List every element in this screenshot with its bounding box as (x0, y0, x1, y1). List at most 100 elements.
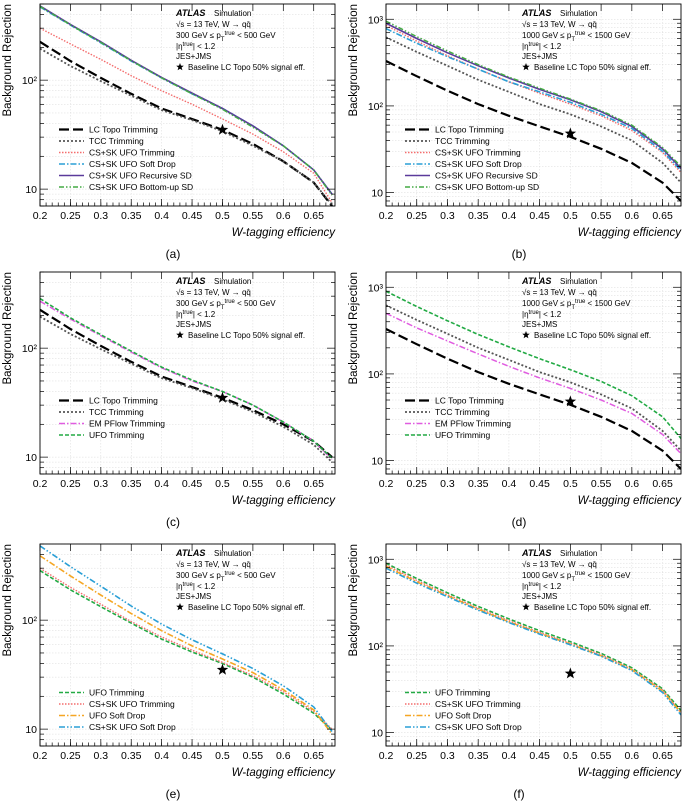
y-tick-label: 10² (368, 101, 384, 113)
chart-panel-0: 0.2 0.25 0.3 0.35 0.4 0.45 0.5 0.55 0.6 0.65 10 10²… (2, 3, 336, 261)
eta-cut-label: |ηtrue| < 1.2 (522, 582, 562, 591)
gridlines (385, 272, 681, 475)
annotation-block: ATLAS Simulation √s = 13 TeV, W → qq̄ 1000 … (521, 8, 651, 72)
x-tick-label: 0.6 (625, 750, 640, 762)
plot-frame (39, 271, 336, 475)
x-tick-label: 0.4 (502, 750, 517, 762)
x-tick-label: 0.55 (243, 210, 264, 222)
legend-entry-label: UFO Trimming (89, 430, 145, 440)
x-tick-label: 0.3 (94, 478, 109, 490)
series-line-ufo-soft-drop (386, 565, 681, 714)
atlas-label: ATLAS (521, 276, 551, 286)
x-axis-label: W-tagging efficiency (578, 227, 683, 239)
legend-entry-label: UFO Soft Drop (435, 711, 491, 721)
legend-star-icon (176, 331, 184, 339)
simulation-label: Simulation (560, 277, 597, 286)
chart-panel-4: 0.2 0.25 0.3 0.35 0.4 0.45 0.5 0.55 0.6 0.65 10 10²… (2, 543, 336, 801)
series-group (386, 562, 681, 716)
series-group (40, 5, 333, 206)
x-tick-label: 0.25 (407, 478, 428, 490)
y-tick-label: 10 (371, 188, 383, 200)
legend-entry-label: CS+SK UFO Bottom-up SD (89, 182, 193, 192)
baseline-label: Baseline LC Topo 50% signal eff. (188, 63, 305, 72)
panel-tag: (b) (512, 247, 527, 261)
y-tick-label: 10² (22, 343, 38, 355)
baseline-star-marker (564, 127, 577, 139)
y-axis-label: Background Rejection (2, 4, 14, 117)
series-line-cs-sk-ufo-trimming (386, 24, 681, 174)
x-tick-label: 0.55 (243, 750, 264, 762)
y-tick-label: 10 (25, 184, 37, 196)
x-tick-label: 0.6 (276, 750, 291, 762)
legend-entry-label: LC Topo Trimming (435, 125, 504, 135)
simulation-label: Simulation (560, 549, 597, 558)
x-tick-label: 0.4 (154, 210, 169, 222)
legend-entry-label: CS+SK UFO Recursive SD (435, 171, 538, 181)
x-tick-label: 0.35 (121, 478, 142, 490)
x-tick-label: 0.6 (625, 210, 640, 222)
y-axis-label: Background Rejection (348, 544, 360, 657)
series-line-cs-sk-ufo-bottom-up-sd (386, 20, 681, 168)
ticks (39, 3, 335, 207)
series-line-cs-sk-ufo-soft-drop (386, 567, 681, 716)
x-tick-label: 0.65 (652, 210, 673, 222)
plot-frame (39, 543, 336, 747)
x-axis-label: W-tagging efficiency (578, 767, 683, 779)
x-tick-label: 0.2 (33, 210, 48, 222)
x-tick-label: 0.35 (121, 210, 142, 222)
x-tick-label: 0.25 (60, 478, 81, 490)
atlas-label: ATLAS (175, 548, 205, 558)
pt-range-label: 1000 GeV ≤ pTtrue < 1500 GeV (522, 299, 631, 311)
series-line-tcc-trimming (386, 304, 681, 452)
legend-entry-label: TCC Trimming (89, 407, 144, 417)
x-tick-label: 0.45 (529, 750, 550, 762)
series-line-ufo-trimming (386, 290, 681, 440)
simulation-label: Simulation (214, 549, 251, 558)
legend-entry-label: UFO Trimming (89, 688, 145, 698)
pt-range-label: 300 GeV ≤ pTtrue < 500 GeV (176, 299, 276, 311)
series-line-em-pflow-trimming (386, 312, 681, 455)
y-tick-label: 10² (22, 75, 38, 87)
x-tick-label: 0.55 (591, 750, 612, 762)
x-tick-label: 0.65 (652, 750, 673, 762)
legend-entry-label: CS+SK UFO Trimming (435, 699, 521, 709)
baseline-star-marker (216, 123, 229, 135)
series-line-cs-sk-ufo-bottom-up-sd (40, 5, 333, 196)
x-tick-label: 0.55 (591, 210, 612, 222)
ticks (39, 271, 335, 475)
series-line-ufo-soft-drop (40, 555, 333, 735)
atlas-label: ATLAS (521, 548, 551, 558)
baseline-label: Baseline LC Topo 50% signal eff. (534, 63, 651, 72)
pt-range-label: 300 GeV ≤ pTtrue < 500 GeV (176, 571, 276, 583)
legend-entry-label: UFO Trimming (435, 430, 491, 440)
legend-entry-label: CS+SK UFO Soft Drop (435, 159, 522, 169)
calibration-label: JES+JMS (176, 592, 211, 601)
x-tick-label: 0.2 (379, 750, 394, 762)
x-tick-label: 0.5 (563, 750, 578, 762)
x-tick-label: 0.5 (563, 478, 578, 490)
energy-process-label: √s = 13 TeV, W → qq̄ (176, 288, 251, 297)
legend-entry-label: CS+SK UFO Recursive SD (89, 171, 192, 181)
x-tick-label: 0.3 (94, 210, 109, 222)
simulation-label: Simulation (214, 277, 251, 286)
series-line-lc-topo-trimming (40, 308, 333, 458)
legend-entry-label: EM PFlow Trimming (89, 419, 165, 429)
y-tick-label: 10² (368, 641, 384, 653)
y-tick-label: 10² (368, 369, 384, 381)
series-line-tcc-trimming (386, 36, 681, 184)
x-tick-label: 0.35 (468, 478, 489, 490)
x-tick-label: 0.25 (407, 210, 428, 222)
x-axis-label: W-tagging efficiency (232, 495, 337, 507)
energy-process-label: √s = 13 TeV, W → qq̄ (522, 20, 597, 29)
x-tick-label: 0.3 (440, 478, 455, 490)
eta-cut-label: |ηtrue| < 1.2 (522, 42, 562, 51)
energy-process-label: √s = 13 TeV, W → qq̄ (522, 288, 597, 297)
legend-entry-label: CS+SK UFO Soft Drop (89, 159, 176, 169)
panel-tag: (d) (512, 515, 527, 529)
legend-entry-label: EM PFlow Trimming (435, 419, 511, 429)
energy-process-label: √s = 13 TeV, W → qq̄ (176, 560, 251, 569)
series-line-lc-topo-trimming (386, 60, 681, 202)
legend-entry-label: CS+SK UFO Soft Drop (435, 722, 522, 732)
legend-entry-label: LC Topo Trimming (435, 396, 504, 406)
chart-panel-2: 0.2 0.25 0.3 0.35 0.4 0.45 0.5 0.55 0.6 0.65 10 10²… (2, 271, 337, 529)
